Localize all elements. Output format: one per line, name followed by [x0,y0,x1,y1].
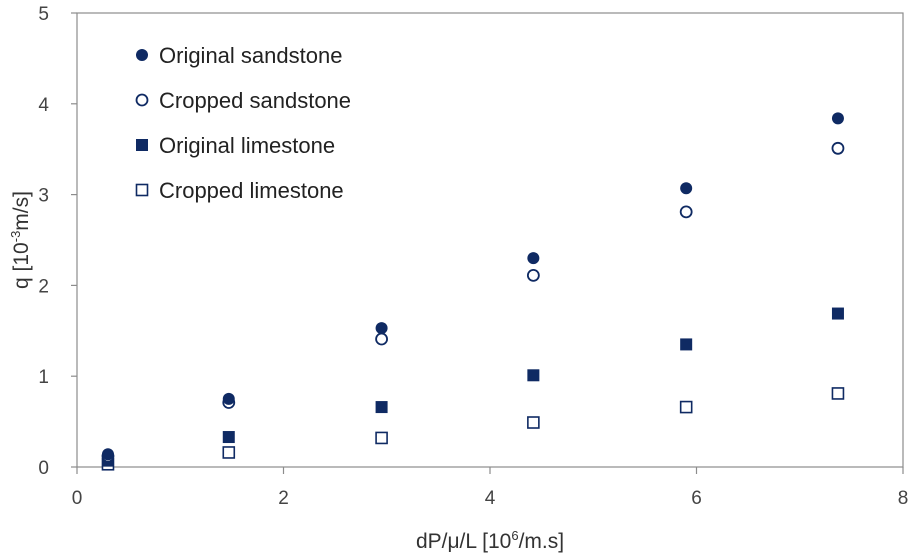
data-point [680,182,693,195]
data-point [101,448,114,461]
legend-marker [135,93,149,107]
series-original-sandstone [101,112,844,461]
y-tick-label: 3 [38,186,49,207]
legend-marker [136,139,148,151]
data-point [222,431,235,444]
x-tick-label: 2 [278,488,289,509]
x-axis-ticks: 0 2 4 6 8 [72,467,909,509]
legend-label: Original sandstone [159,43,342,68]
y-axis-title: q [10-3m/s] [8,191,33,289]
data-point [831,141,845,155]
data-point [527,252,540,265]
data-point [375,431,388,445]
legend-label: Original limestone [159,133,335,158]
data-point [222,392,235,405]
data-point [679,400,693,414]
data-point [527,416,540,429]
y-tick-label: 5 [38,4,49,25]
x-tick-label: 4 [485,488,496,509]
plot-area-frame [76,12,904,468]
legend-item: Original limestone [136,133,335,158]
legend: Original sandstone Cropped sandstone Origi… [135,43,351,203]
x-axis-title: dP/μ/L [106/m.s] [416,528,564,553]
legend-item: Cropped limestone [135,178,344,203]
legend-item: Cropped sandstone [135,88,351,113]
data-point [680,338,693,351]
y-tick-label: 4 [38,95,49,116]
data-point [375,332,388,346]
data-point [527,369,540,382]
x-tick-label: 8 [898,488,909,509]
legend-marker [135,183,149,197]
legend-item: Original sandstone [136,43,342,68]
y-tick-label: 0 [38,458,49,479]
x-tick-label: 0 [72,488,83,509]
x-tick-label: 6 [691,488,702,509]
y-tick-label: 2 [38,276,49,297]
y-axis-ticks: 0 1 2 3 4 5 [38,4,77,479]
data-point [222,446,236,459]
legend-label: Cropped sandstone [159,88,351,113]
data-point [679,205,693,219]
data-point [831,307,844,320]
data-point [375,401,388,414]
legend-marker [136,49,148,61]
legend-label: Cropped limestone [159,178,344,203]
data-point [831,112,844,125]
data-point [831,387,845,400]
data-point [526,269,540,282]
series-cropped-limestone [101,387,845,471]
y-tick-label: 1 [38,367,49,388]
data-point [375,322,388,335]
series-original-limestone [101,307,844,467]
data-points [101,112,845,471]
